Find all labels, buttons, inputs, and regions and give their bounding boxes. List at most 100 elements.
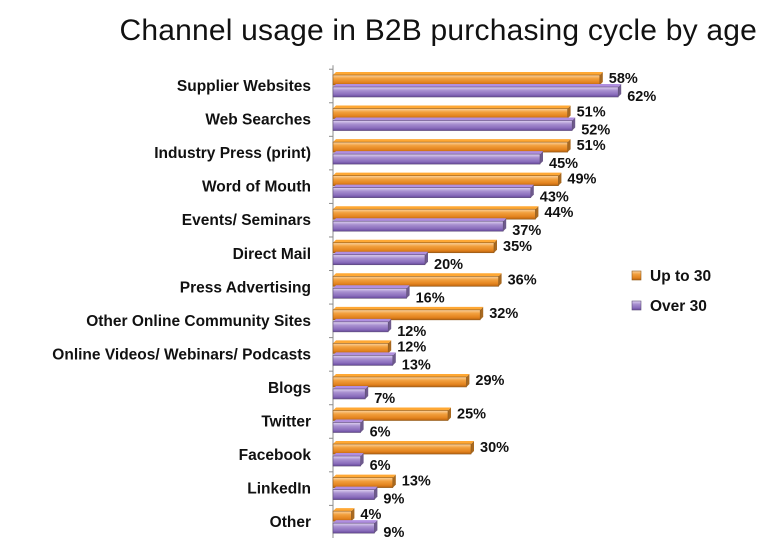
data-label: 20%	[434, 257, 463, 273]
bar-face	[332, 343, 389, 354]
data-label: 6%	[370, 458, 391, 474]
bar-over-30	[332, 419, 364, 433]
category-label: Industry Press (print)	[154, 145, 311, 162]
bar-face	[332, 141, 568, 153]
data-label: 32%	[489, 306, 518, 322]
data-label: 9%	[383, 492, 404, 508]
bar-top	[333, 352, 396, 356]
bar-top	[333, 340, 392, 344]
bar-up-to-30	[332, 72, 603, 86]
category-label: Events/ Seminars	[182, 212, 311, 229]
bar-up-to-30	[332, 306, 484, 321]
bar-up-to-30	[332, 172, 562, 186]
bar-top	[333, 318, 392, 322]
bar-face	[332, 477, 394, 488]
category-label: Web Searches	[205, 112, 311, 129]
bar-face	[332, 120, 573, 131]
bar-over-30	[332, 318, 392, 333]
bar-up-to-30	[332, 508, 355, 522]
bar-cap	[406, 285, 410, 299]
data-label: 51%	[577, 138, 606, 154]
bar-cap	[572, 117, 576, 131]
category-label: Word of Mouth	[202, 179, 311, 196]
bar-cap	[530, 184, 534, 198]
category-label: Press Advertising	[180, 279, 311, 296]
bar-top	[333, 474, 396, 478]
bar-top	[333, 151, 543, 155]
bar-up-to-30	[332, 273, 502, 287]
bar-face	[332, 220, 504, 232]
bar-cap	[480, 306, 484, 320]
legend-item-up-to-30: Up to 30	[631, 268, 711, 285]
bar-face	[332, 355, 394, 366]
legend-item-over-30: Over 30	[631, 298, 707, 315]
bar-top	[333, 206, 539, 210]
bar-up-to-30	[332, 441, 474, 455]
bar-face	[332, 242, 495, 254]
bar-face	[332, 376, 467, 388]
bar-cap	[448, 407, 451, 421]
bar-over-30	[332, 117, 576, 131]
data-label: 45%	[549, 156, 578, 172]
bar-top	[333, 419, 364, 423]
bar-face	[332, 108, 568, 119]
bar-cap	[471, 441, 474, 455]
category-label: Other Online Community Sites	[86, 313, 311, 330]
data-label: 12%	[397, 339, 426, 355]
bar-top	[333, 285, 410, 289]
data-label: 49%	[567, 172, 596, 188]
bar-cap	[503, 218, 507, 232]
bar-up-to-30	[332, 373, 470, 388]
bar-face	[332, 321, 389, 333]
data-label: 36%	[508, 272, 537, 288]
legend-label: Up to 30	[650, 268, 711, 285]
bar-over-30	[332, 520, 378, 534]
bar-cap	[540, 151, 543, 165]
bar-face	[332, 275, 499, 287]
bar-top	[333, 453, 364, 457]
bar-face	[332, 287, 407, 299]
bar-cap	[360, 419, 364, 433]
data-label: 12%	[397, 324, 426, 340]
category-label: Supplier Websites	[177, 78, 311, 95]
data-label: 43%	[540, 190, 569, 206]
bar-over-30	[332, 184, 534, 198]
data-label: 58%	[609, 71, 638, 87]
bar-cap	[388, 318, 392, 332]
category-label: Twitter	[261, 414, 311, 431]
bar-top	[333, 508, 355, 512]
data-label: 6%	[370, 425, 391, 441]
bar-cap	[392, 474, 396, 488]
data-label: 7%	[374, 391, 395, 407]
bar-top	[333, 84, 622, 87]
bar-top	[333, 117, 576, 121]
bar-cap	[466, 373, 470, 387]
data-label: 13%	[402, 357, 431, 373]
bar-face	[332, 208, 536, 220]
bar-up-to-30	[332, 407, 451, 421]
bar-top	[333, 486, 378, 490]
bar-cap	[425, 251, 428, 265]
data-label: 52%	[581, 123, 610, 139]
category-label: Direct Mail	[233, 246, 311, 263]
category-label: Facebook	[239, 447, 312, 464]
bar-over-30	[332, 84, 622, 98]
category-label: LinkedIn	[247, 481, 311, 498]
data-label: 62%	[627, 89, 656, 105]
data-label: 25%	[457, 407, 486, 423]
bar-cap	[374, 486, 378, 500]
bar-over-30	[332, 385, 369, 400]
bar-top	[333, 239, 497, 243]
bar-cap	[374, 520, 378, 534]
data-label: 51%	[577, 105, 606, 121]
data-label: 16%	[416, 290, 445, 306]
bar-cap	[599, 72, 603, 85]
bar-top	[333, 251, 428, 255]
data-label: 13%	[402, 474, 431, 490]
bar-face	[332, 309, 481, 321]
bar-over-30	[332, 285, 410, 299]
bar-up-to-30	[332, 105, 571, 119]
bar-face	[332, 422, 361, 433]
bar-face	[332, 410, 449, 421]
bar-face	[332, 510, 352, 522]
